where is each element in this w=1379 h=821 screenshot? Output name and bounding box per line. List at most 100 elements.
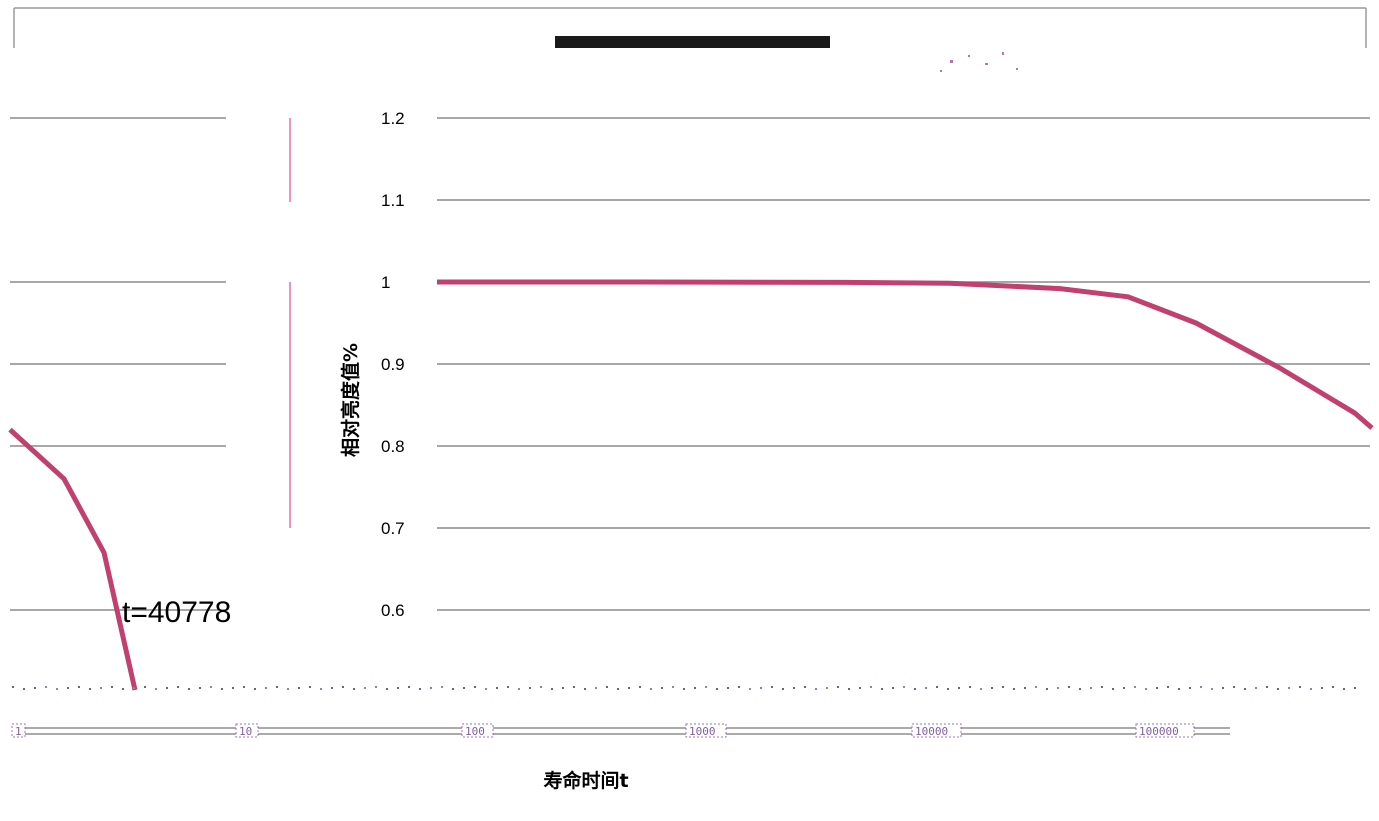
noise-dot [1013, 688, 1015, 690]
noise-dot [331, 687, 333, 689]
noise-dot [265, 687, 267, 689]
noise-dot [1057, 687, 1059, 689]
series-line-luminance [437, 279, 1374, 430]
x-tick-label-5: 100000 [1139, 725, 1179, 738]
x-tick-1: 10 [235, 723, 462, 738]
noise-dot [232, 687, 234, 689]
noise-dot [221, 688, 223, 690]
noise-dot [661, 687, 663, 689]
noise-dot [144, 686, 146, 688]
render-noise-top [940, 52, 1018, 72]
noise-dot [397, 687, 399, 689]
noise-dot [419, 688, 421, 690]
noise-dot [1255, 687, 1257, 689]
noise-dot [254, 688, 256, 690]
noise-dot [584, 688, 586, 690]
x-tick-label-0: 1 [15, 725, 22, 738]
noise-dot [771, 686, 773, 688]
noise-dot [826, 687, 828, 689]
y-axis-tick-labels: 0.6 0.7 0.8 0.9 1 1.1 1.2 [381, 109, 405, 620]
noise-dot [529, 687, 531, 689]
noise-dot [1288, 687, 1290, 689]
noise-dot [727, 687, 729, 689]
render-noise-row [12, 686, 1356, 690]
noise-dot [683, 688, 685, 690]
y-tick-label-1: 0.7 [381, 519, 405, 538]
noise-dot [177, 686, 179, 688]
noise-dot [67, 687, 69, 689]
noise-dot [837, 686, 839, 688]
noise-dot [617, 688, 619, 690]
noise-dot [1310, 688, 1312, 690]
noise-dot [1167, 686, 1169, 688]
noise-dot [1211, 688, 1213, 690]
noise-dot [562, 687, 564, 689]
x-tick-2: 100 [461, 723, 686, 738]
noise-dot [199, 687, 201, 689]
noise-dot [782, 688, 784, 690]
noise-dot [595, 687, 597, 689]
noise-dot [991, 687, 993, 689]
x-axis-tick-labels: 1 10 100 1000 10000 100000 [11, 723, 1230, 738]
noise-dot [606, 686, 608, 688]
noise-dot [672, 686, 674, 688]
noise-dot [903, 686, 905, 688]
noise-dot [1332, 686, 1334, 688]
noise-dot [540, 686, 542, 688]
noise-dot [980, 688, 982, 690]
noise-dot [452, 688, 454, 690]
noise-dot [309, 686, 311, 688]
noise-dot [738, 686, 740, 688]
noise-dot [474, 686, 476, 688]
noise-dot [804, 686, 806, 688]
noise-dot [155, 688, 157, 690]
noise-dot [298, 687, 300, 689]
x-tick-3: 1000 [685, 723, 912, 738]
y-tick-label-6: 1.2 [381, 109, 405, 128]
noise-dot [89, 688, 91, 690]
noise-dot [364, 687, 366, 689]
noise-dot [573, 686, 575, 688]
noise-dot [1222, 687, 1224, 689]
noise-dot [650, 688, 652, 690]
noise-dot [1277, 688, 1279, 690]
noise-dot [342, 686, 344, 688]
noise-dot [936, 686, 938, 688]
noise-dot [1024, 687, 1026, 689]
x-tick-5: 100000 [1135, 723, 1230, 738]
noise-dot [1200, 686, 1202, 688]
noise-dot [1266, 686, 1268, 688]
noise-dot [1299, 686, 1301, 688]
noise-dot [353, 688, 355, 690]
noise-dot [639, 686, 641, 688]
noise-dot [133, 687, 135, 689]
x-tick-label-1: 10 [239, 725, 252, 738]
noise-dot [100, 687, 102, 689]
noise-dot [485, 688, 487, 690]
y-tick-label-0: 0.6 [381, 601, 405, 620]
noise-dot [408, 686, 410, 688]
noise-dot [23, 688, 25, 690]
noise-dot [1090, 687, 1092, 689]
noise-dot [188, 688, 190, 690]
noise-dot [507, 686, 509, 688]
noise-dot [1233, 686, 1235, 688]
noise-dot [760, 687, 762, 689]
noise-dot [34, 687, 36, 689]
chart-title [555, 36, 855, 78]
noise-dot [210, 686, 212, 688]
noise-dot [287, 688, 289, 690]
noise-dot [859, 687, 861, 689]
noise-dot [122, 688, 124, 690]
noise-dot [463, 687, 465, 689]
noise-dot [166, 687, 168, 689]
noise-dot [1189, 687, 1191, 689]
noise-dot [947, 688, 949, 690]
noise-dot [1321, 687, 1323, 689]
noise-dot [1046, 688, 1048, 690]
noise-dot [958, 687, 960, 689]
noise-dot [1156, 687, 1158, 689]
noise-dot [1002, 686, 1004, 688]
noise-dot [1178, 688, 1180, 690]
